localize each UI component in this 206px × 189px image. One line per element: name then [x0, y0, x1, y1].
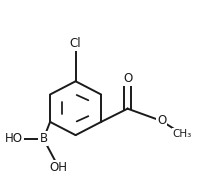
- Text: O: O: [123, 72, 132, 85]
- Text: O: O: [157, 115, 166, 127]
- Text: OH: OH: [50, 161, 68, 174]
- Text: B: B: [39, 132, 48, 145]
- Text: CH₃: CH₃: [173, 129, 192, 139]
- Text: Cl: Cl: [70, 37, 81, 50]
- Text: HO: HO: [5, 132, 23, 145]
